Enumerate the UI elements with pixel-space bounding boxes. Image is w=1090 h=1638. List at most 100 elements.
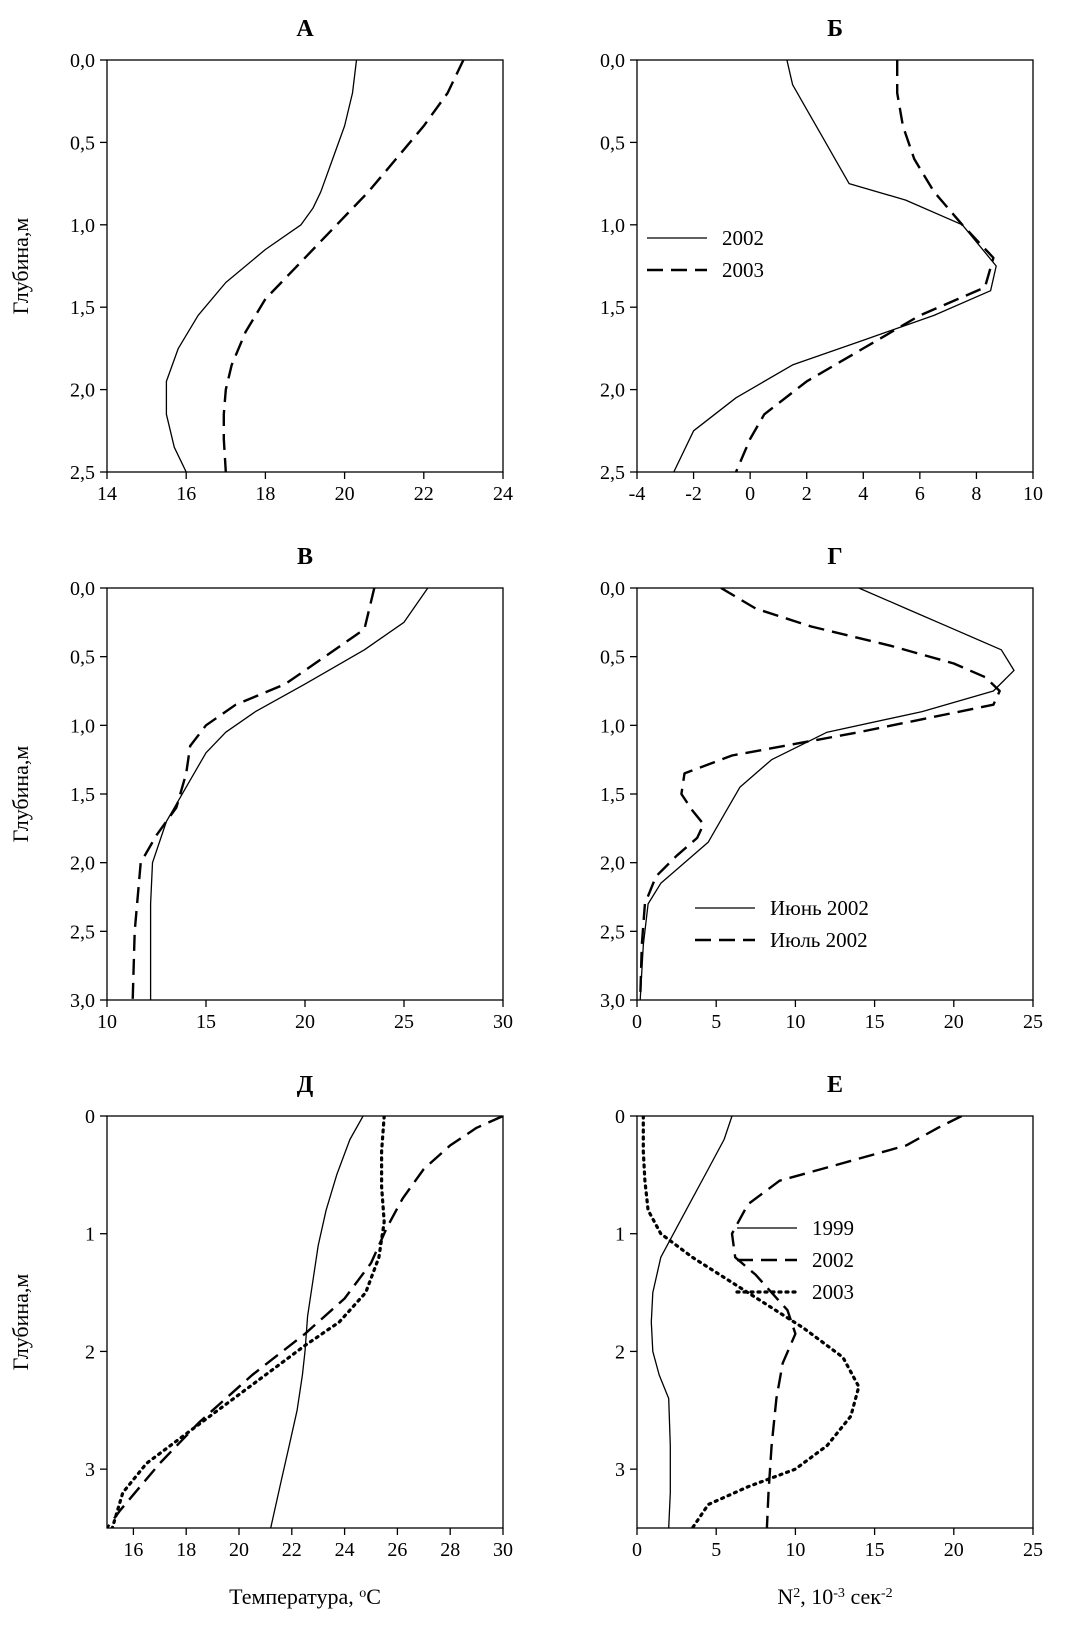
x-tick-label: 22 [282,1539,302,1561]
y-tick-label: 1 [615,1224,625,1246]
series-line-Июнь-2002 [639,588,1015,1000]
y-tick-label: 2,0 [600,380,625,402]
x-tick-label: 20 [944,1011,964,1033]
legend-label: 2002 [722,226,764,250]
y-tick-label: 2,5 [600,462,625,484]
x-tick-label: 24 [493,483,513,505]
x-tick-label: 5 [711,1539,721,1561]
x-tick-label: 5 [711,1011,721,1033]
series-line-2003 [734,60,995,472]
x-axis-label: N2, 10-3 сек-2 [777,1584,892,1609]
x-tick-label: 10 [1023,483,1043,505]
series-line-2002 [165,60,358,472]
x-tick-label: 18 [176,1539,196,1561]
y-tick-label: 1,5 [600,297,625,319]
x-tick-label: 30 [493,1539,513,1561]
x-tick-label: 25 [394,1011,414,1033]
x-tick-label: 28 [440,1539,460,1561]
chart-title: Б [827,16,843,42]
series-line-Июль-2002 [131,588,376,1000]
x-tick-label: 10 [785,1011,805,1033]
legend-label: Июнь 2002 [770,896,869,920]
x-tick-label: 24 [335,1539,355,1561]
y-tick-label: 1,5 [600,784,625,806]
x-tick-label: 0 [632,1539,642,1561]
x-tick-label: 20 [335,483,355,505]
x-tick-label: 6 [915,483,925,505]
legend-label: 2003 [812,1280,854,1304]
legend-label: 2002 [812,1248,854,1272]
y-tick-label: 0,0 [70,578,95,600]
chart-panel-A: А 14 16 18 20 22 24 0,0 0,5 1,0 1,5 2,0 2,5 Глубина,м [8,16,513,505]
y-tick-label: 2 [615,1341,625,1363]
plot-frame [106,59,504,473]
y-tick-label: 0,0 [600,578,625,600]
series-line-Июль-2002 [639,588,1001,1000]
chart-title: Д [297,1072,314,1098]
series-line-1999 [650,1116,733,1528]
plot-frame [106,1115,504,1529]
x-tick-label: 25 [1023,1011,1043,1033]
y-tick-label: 3,0 [70,990,95,1012]
x-tick-label: 18 [255,483,275,505]
chart-panel-E: Е 0 5 10 15 20 25 0 1 2 3 N2, 10-3 сек-2 1999 2002 200… [615,1072,1043,1609]
x-tick-label: 16 [123,1539,143,1561]
y-tick-label: 0,5 [600,647,625,669]
chart-title: Е [827,1072,843,1098]
chart-title: Г [827,544,842,570]
y-tick-label: 1,0 [600,215,625,237]
x-tick-label: 0 [632,1011,642,1033]
y-tick-label: 0,0 [600,50,625,72]
x-tick-label: 22 [414,483,434,505]
x-tick-label: 20 [295,1011,315,1033]
series-line-1999 [270,1116,364,1528]
x-tick-label: 15 [865,1011,885,1033]
y-tick-label: 1 [85,1224,95,1246]
legend-label: 1999 [812,1216,854,1240]
y-tick-label: 1,0 [600,715,625,737]
series-line-2002 [730,1116,963,1528]
x-tick-label: 2 [802,483,812,505]
chart-title: А [296,16,314,42]
y-axis-label: Глубина,м [8,746,33,843]
x-tick-label: 0 [745,483,755,505]
chart-panel-G: Г 0 5 10 15 20 25 0,0 0,5 1,0 1,5 2,0 2,5 3,0 Июнь 200… [600,544,1043,1033]
y-tick-label: 2,0 [600,853,625,875]
y-tick-label: 2 [85,1341,95,1363]
y-tick-label: 2,5 [70,921,95,943]
series-line-Июнь-2002 [149,588,429,1000]
y-tick-label: 2,0 [70,853,95,875]
x-tick-label: 15 [196,1011,216,1033]
x-tick-label: 30 [493,1011,513,1033]
plot-frame [636,1115,1034,1529]
series-line-2002 [107,1116,503,1528]
x-tick-label: 10 [785,1539,805,1561]
y-tick-label: 0,5 [70,132,95,154]
x-tick-label: 26 [387,1539,407,1561]
y-tick-label: 1,0 [70,215,95,237]
series-line-2003 [222,60,465,472]
y-tick-label: 0,5 [600,132,625,154]
legend-label: 2003 [722,258,764,282]
x-tick-label: 14 [97,483,117,505]
y-tick-label: 1,5 [70,784,95,806]
chart-title: В [297,544,313,570]
legend-label: Июль 2002 [770,928,868,952]
y-tick-label: 0 [615,1106,625,1128]
x-tick-label: -2 [685,483,702,505]
x-tick-label: 16 [176,483,196,505]
y-axis-label: Глубина,м [8,1274,33,1371]
x-tick-label: 4 [858,483,868,505]
x-tick-label: 15 [865,1539,885,1561]
x-tick-label: 8 [971,483,981,505]
chart-panel-V: В 10 15 20 25 30 0,0 0,5 1,0 1,5 2,0 2,5 3,0 Глубина,… [8,544,513,1033]
chart-panel-D: Д 16 18 20 22 24 26 28 30 0 1 2 3 Глубина,м Температур… [8,1072,513,1609]
x-axis-label: Температура, oC [229,1584,381,1609]
y-tick-label: 3,0 [600,990,625,1012]
plot-frame [106,587,504,1001]
y-tick-label: 0,5 [70,647,95,669]
x-tick-label: 20 [944,1539,964,1561]
series-line-2002 [673,60,997,472]
y-tick-label: 0,0 [70,50,95,72]
